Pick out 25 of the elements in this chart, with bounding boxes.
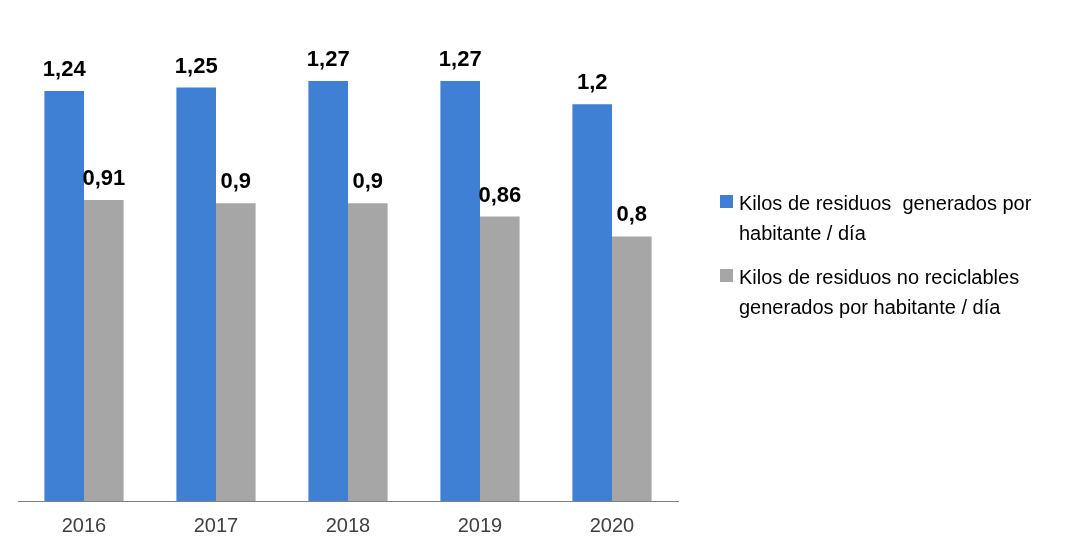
bar <box>440 80 480 501</box>
x-tick-label: 2019 <box>457 513 503 536</box>
x-tick-label: 2020 <box>589 513 635 536</box>
data-label: 0,9 <box>220 168 252 194</box>
bar <box>480 216 520 501</box>
data-label: 1,2 <box>576 69 608 95</box>
data-label: 1,27 <box>306 46 350 72</box>
x-tick-label: 2016 <box>61 513 107 536</box>
data-label: 0,8 <box>616 201 648 227</box>
bar <box>612 236 652 501</box>
legend-label: Kilos de residuos generados por habitante / día <box>739 191 1033 246</box>
x-tick-label: 2017 <box>193 513 239 536</box>
bar <box>84 200 124 501</box>
data-label: 1,25 <box>174 52 218 78</box>
data-label: 1,24 <box>42 55 87 81</box>
bar <box>348 203 388 501</box>
bar <box>572 104 612 501</box>
bar <box>308 80 348 501</box>
legend-label: Kilos de residuos no reciclables generados por habitante / día <box>739 265 1021 320</box>
data-label: 1,27 <box>438 46 482 72</box>
x-tick-label: 2018 <box>325 513 371 536</box>
bar <box>176 87 216 501</box>
bar <box>44 90 84 501</box>
data-label: 0,9 <box>352 168 384 194</box>
bar <box>216 203 256 501</box>
